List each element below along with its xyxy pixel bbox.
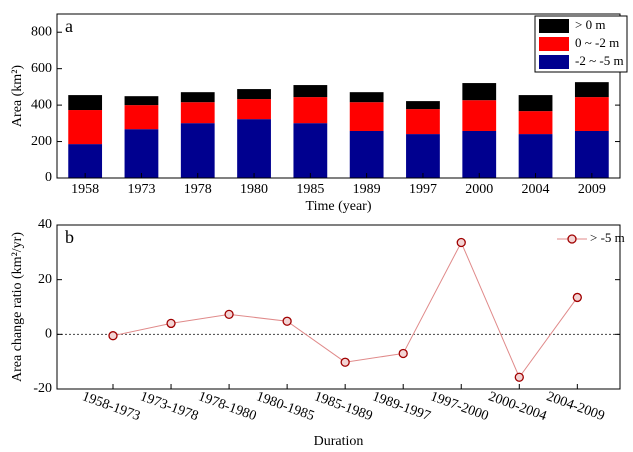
- bar-segment: [406, 134, 440, 178]
- y-tick-label: 0: [45, 170, 52, 185]
- series-line: [112, 241, 578, 379]
- bar-segment: [349, 92, 384, 103]
- bar-segment: [124, 96, 159, 106]
- y-tick-label: 0: [45, 327, 52, 342]
- data-point: [224, 309, 234, 320]
- x-tick-label: 1985-1989: [312, 389, 374, 424]
- bar-segment: [68, 110, 103, 145]
- data-point: [282, 316, 292, 326]
- bar-segment: [574, 97, 609, 131]
- data-point: [108, 331, 118, 341]
- bar-segment: [406, 101, 440, 110]
- bar-segment: [293, 85, 328, 98]
- x-tick-label: 1989: [353, 182, 381, 197]
- plot-frame: [56, 13, 621, 179]
- x-tick-label: 1980-1985: [254, 389, 316, 424]
- bar-segment: [68, 95, 103, 111]
- y-tick-label: 400: [31, 97, 52, 112]
- x-axis-label: Time (year): [306, 199, 372, 214]
- x-tick-label: 1978-1980: [196, 389, 258, 424]
- x-tick-label: 1973-1978: [138, 389, 200, 424]
- x-tick-label: 1989-1997: [370, 389, 432, 424]
- bar-segment: [349, 102, 384, 131]
- bar-segment: [293, 97, 328, 124]
- x-tick-label: 1973: [127, 182, 155, 197]
- data-point: [398, 348, 408, 359]
- x-tick-label: 2000: [465, 182, 493, 197]
- x-tick-label: 2004: [522, 182, 550, 197]
- bar-segment: [68, 144, 103, 178]
- bar-segment: [237, 89, 271, 100]
- x-tick-label: 1997: [409, 182, 437, 197]
- bar-segment: [237, 99, 271, 120]
- x-axis-label: Duration: [314, 434, 364, 449]
- x-tick-label: 1978: [184, 182, 212, 197]
- x-tick-label: 1980: [240, 182, 268, 197]
- bar-segment: [518, 134, 553, 178]
- y-tick-label: 200: [31, 134, 52, 149]
- plot-frame: [56, 224, 621, 390]
- x-tick-label: 1997-2000: [428, 389, 490, 424]
- legend-swatch: [539, 55, 569, 69]
- bar-segment: [518, 95, 553, 112]
- y-tick-label: 800: [31, 24, 52, 39]
- bar-segment: [574, 82, 609, 98]
- legend-label: -2 ~ -5 m: [575, 53, 624, 68]
- x-tick-label: 1958: [71, 182, 99, 197]
- legend-swatch: [539, 19, 569, 33]
- x-tick-label: 2000-2004: [486, 389, 548, 424]
- x-tick-label: 2004-2009: [544, 389, 606, 424]
- y-axis-label: Area (km²): [10, 65, 25, 127]
- panel-label: b: [65, 227, 74, 247]
- bar-segment: [180, 102, 215, 124]
- data-point: [456, 237, 466, 248]
- bar-segment: [462, 130, 497, 178]
- bar-segment: [462, 83, 497, 101]
- x-tick-label: 1985: [296, 182, 324, 197]
- data-point: [514, 372, 524, 382]
- bar-segment: [237, 119, 271, 178]
- bar-segment: [124, 105, 159, 130]
- bar-segment: [293, 123, 328, 178]
- bar-segment: [180, 123, 215, 178]
- y-tick-label: -20: [33, 381, 52, 396]
- y-tick-label: 40: [38, 217, 52, 232]
- legend-label: 0 ~ -2 m: [575, 35, 619, 50]
- bar-segment: [124, 129, 159, 178]
- legend-label: > -5 m: [590, 230, 625, 245]
- bar-segment: [349, 130, 384, 178]
- bar-segment: [462, 100, 497, 131]
- data-point: [572, 292, 582, 303]
- legend-swatch: [539, 37, 569, 51]
- bar-segment: [518, 111, 553, 135]
- data-point: [340, 357, 350, 367]
- y-tick-label: 600: [31, 61, 52, 76]
- panel-label: a: [65, 16, 73, 36]
- data-point: [166, 318, 176, 329]
- bar-segment: [406, 109, 440, 135]
- legend-marker: [567, 234, 577, 244]
- y-axis-label: Area change ratio (km²/yr): [10, 232, 25, 382]
- bar-segment: [180, 92, 215, 103]
- x-tick-label: 1958-1973: [80, 389, 142, 424]
- y-tick-label: 20: [38, 272, 52, 287]
- bar-segment: [574, 130, 609, 178]
- x-tick-label: 2009: [578, 182, 606, 197]
- legend-label: > 0 m: [575, 17, 605, 32]
